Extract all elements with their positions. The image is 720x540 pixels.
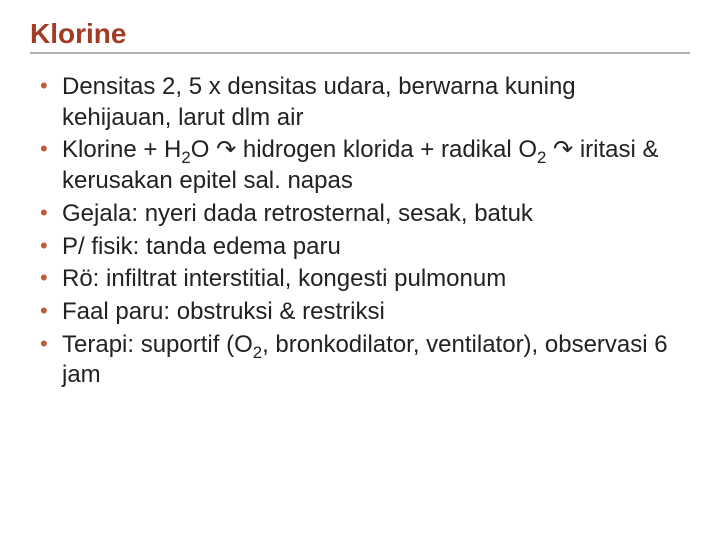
slide-body: Densitas 2, 5 x densitas udara, berwarna… — [30, 72, 690, 391]
slide-title: Klorine — [30, 18, 690, 54]
bullet-item: P/ fisik: tanda edema paru — [40, 232, 690, 263]
bullet-list: Densitas 2, 5 x densitas udara, berwarna… — [40, 72, 690, 391]
bullet-item: Klorine + H2O ↷ hidrogen klorida + radik… — [40, 135, 690, 196]
bullet-item: Gejala: nyeri dada retrosternal, sesak, … — [40, 199, 690, 230]
bullet-item: Rö: infiltrat interstitial, kongesti pul… — [40, 264, 690, 295]
slide: Klorine Densitas 2, 5 x densitas udara, … — [0, 0, 720, 540]
bullet-item: Faal paru: obstruksi & restriksi — [40, 297, 690, 328]
bullet-item: Terapi: suportif (O2, bronkodilator, ven… — [40, 330, 690, 391]
bullet-item: Densitas 2, 5 x densitas udara, berwarna… — [40, 72, 690, 133]
